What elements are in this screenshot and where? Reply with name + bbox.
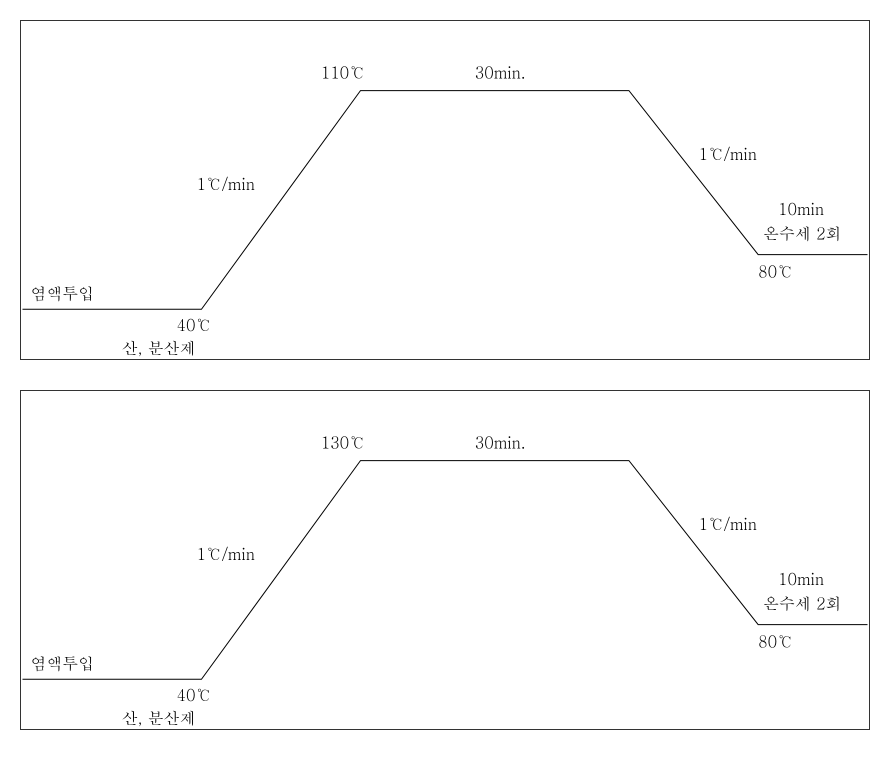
label-ramp-up: 1℃/min (196, 543, 254, 565)
label-start-temp: 40℃ (177, 684, 212, 706)
label-rinse-time: 10min (778, 198, 824, 220)
label-inject: 염액투입 (30, 652, 94, 674)
label-additives: 산, 분산제 (122, 337, 195, 359)
label-ramp-up: 1℃/min (196, 173, 254, 195)
label-end-temp: 80℃ (758, 260, 793, 282)
label-rinse-time: 10min (778, 568, 824, 590)
profile-svg-1: 염액투입 40℃산, 분산제 1℃/min 110℃ 30min. 1℃/min 10min… (21, 21, 869, 359)
temperature-profile-chart-1: 염액투입 40℃산, 분산제 1℃/min 110℃ 30min. 1℃/min 10min… (20, 20, 870, 360)
label-hold-time: 30min. (475, 432, 526, 454)
label-rinse-note: 온수세 2회 (763, 593, 841, 615)
temp-curve (23, 461, 868, 680)
label-inject: 염액투입 (30, 282, 94, 304)
label-peak-temp: 110℃ (321, 62, 365, 84)
label-rinse-note: 온수세 2회 (763, 223, 841, 245)
label-peak-temp: 130℃ (321, 432, 365, 454)
label-start-temp: 40℃ (177, 314, 212, 336)
profile-svg-2: 염액투입 40℃산, 분산제 1℃/min 130℃ 30min. 1℃/min 10min… (21, 391, 869, 729)
temperature-profile-chart-2: 염액투입 40℃산, 분산제 1℃/min 130℃ 30min. 1℃/min 10min… (20, 390, 870, 730)
label-ramp-down: 1℃/min (699, 513, 757, 535)
temp-curve (23, 91, 868, 310)
label-additives: 산, 분산제 (122, 707, 195, 729)
label-hold-time: 30min. (475, 62, 526, 84)
label-ramp-down: 1℃/min (699, 143, 757, 165)
label-end-temp: 80℃ (758, 630, 793, 652)
